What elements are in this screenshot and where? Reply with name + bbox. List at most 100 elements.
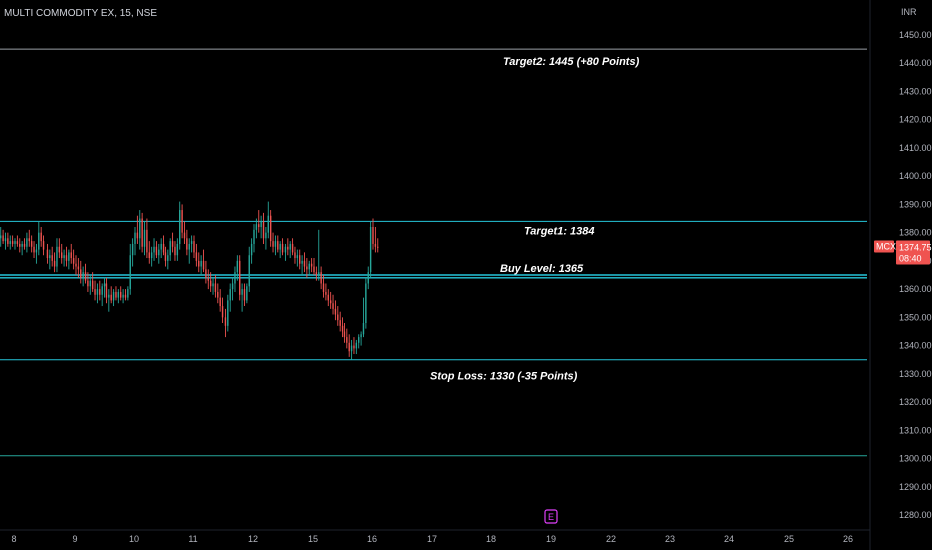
candle-body — [291, 243, 294, 253]
candle-body — [87, 280, 89, 287]
candle — [2, 229, 4, 244]
candle — [181, 204, 183, 239]
candle — [63, 249, 65, 267]
candle-body — [234, 272, 236, 284]
candle — [77, 258, 80, 278]
annotation-target2: Target2: 1445 (+80 Points) — [503, 56, 640, 68]
candle — [49, 249, 51, 270]
time-axis[interactable]: 8 9 10 11 12 15 16 17 18 19 22 23 24 25 26 — [11, 534, 853, 544]
candle-body — [207, 277, 209, 281]
candle — [279, 241, 281, 259]
candle — [56, 238, 58, 273]
candle-body — [56, 246, 58, 267]
candles — [0, 201, 379, 360]
candle-body — [250, 243, 253, 256]
y-tick-label: 1340.00 — [899, 341, 932, 351]
candle-body — [209, 280, 212, 287]
candle-body — [96, 289, 99, 295]
candle-body — [265, 232, 267, 239]
candle-body — [212, 283, 214, 287]
candle — [217, 283, 219, 304]
candle-body — [82, 272, 84, 278]
candle — [209, 272, 212, 292]
x-tick-label: 24 — [724, 534, 734, 544]
candle — [200, 255, 202, 275]
candle-body — [141, 218, 143, 247]
candle — [115, 286, 117, 301]
candle-body — [46, 249, 49, 259]
y-tick-label: 1310.00 — [899, 425, 932, 435]
candle — [94, 280, 96, 301]
candle — [322, 275, 325, 298]
candle — [19, 238, 21, 253]
candle — [87, 272, 89, 292]
candle-body — [224, 317, 227, 326]
candle-body — [80, 269, 82, 278]
candle-body — [164, 252, 167, 261]
candle — [272, 232, 274, 253]
candle — [28, 229, 30, 247]
candle-body — [308, 263, 310, 270]
candle-body — [200, 260, 202, 267]
candle-body — [115, 291, 117, 298]
mcx-label: MCX — [876, 241, 896, 251]
candle — [139, 210, 141, 250]
candle-body — [21, 243, 23, 247]
candle — [65, 246, 68, 267]
candle-body — [103, 283, 106, 287]
candle — [122, 289, 124, 304]
candle — [289, 241, 291, 259]
candle — [250, 238, 253, 264]
candle — [51, 246, 53, 267]
bar-countdown: 08:40 — [899, 253, 922, 263]
candle — [369, 221, 372, 278]
candle — [265, 227, 267, 250]
candle-body — [369, 227, 372, 273]
candle-body — [236, 260, 239, 273]
candle-body — [122, 294, 124, 298]
candle-body — [267, 215, 269, 233]
candle — [353, 337, 355, 355]
candle — [205, 260, 207, 284]
candle — [153, 238, 155, 261]
candle — [329, 291, 332, 309]
candle — [148, 241, 150, 264]
candle-body — [51, 255, 53, 261]
candle-body — [329, 300, 332, 304]
candle-body — [289, 243, 291, 250]
candle — [129, 243, 131, 295]
candle-body — [120, 291, 122, 298]
candle-body — [306, 266, 308, 270]
candle — [14, 238, 16, 250]
y-tick-label: 1360.00 — [899, 284, 932, 294]
candle — [343, 323, 346, 343]
candle-body — [341, 325, 344, 332]
candle-body — [171, 241, 174, 247]
candle — [176, 238, 179, 261]
candle — [171, 232, 174, 253]
candle-body — [327, 294, 329, 301]
candle-body — [158, 249, 160, 256]
candle — [99, 280, 101, 301]
candle — [136, 215, 139, 244]
candle — [274, 235, 277, 256]
candle — [229, 283, 231, 312]
candle — [269, 210, 272, 247]
candle-body — [28, 238, 30, 242]
candle — [131, 238, 134, 267]
candle — [246, 283, 248, 304]
candle-body — [281, 243, 284, 253]
candle — [11, 235, 14, 247]
earnings-badge[interactable]: E — [544, 509, 558, 524]
x-tick-label: 23 — [665, 534, 675, 544]
candle — [327, 289, 329, 307]
current-price: 1374.75 — [899, 242, 932, 252]
candle — [320, 266, 322, 290]
candle — [16, 235, 19, 247]
candle-body — [287, 246, 289, 250]
candle-body — [229, 289, 231, 301]
candle-body — [221, 306, 224, 318]
candle — [339, 311, 341, 332]
x-tick-label: 17 — [427, 534, 437, 544]
